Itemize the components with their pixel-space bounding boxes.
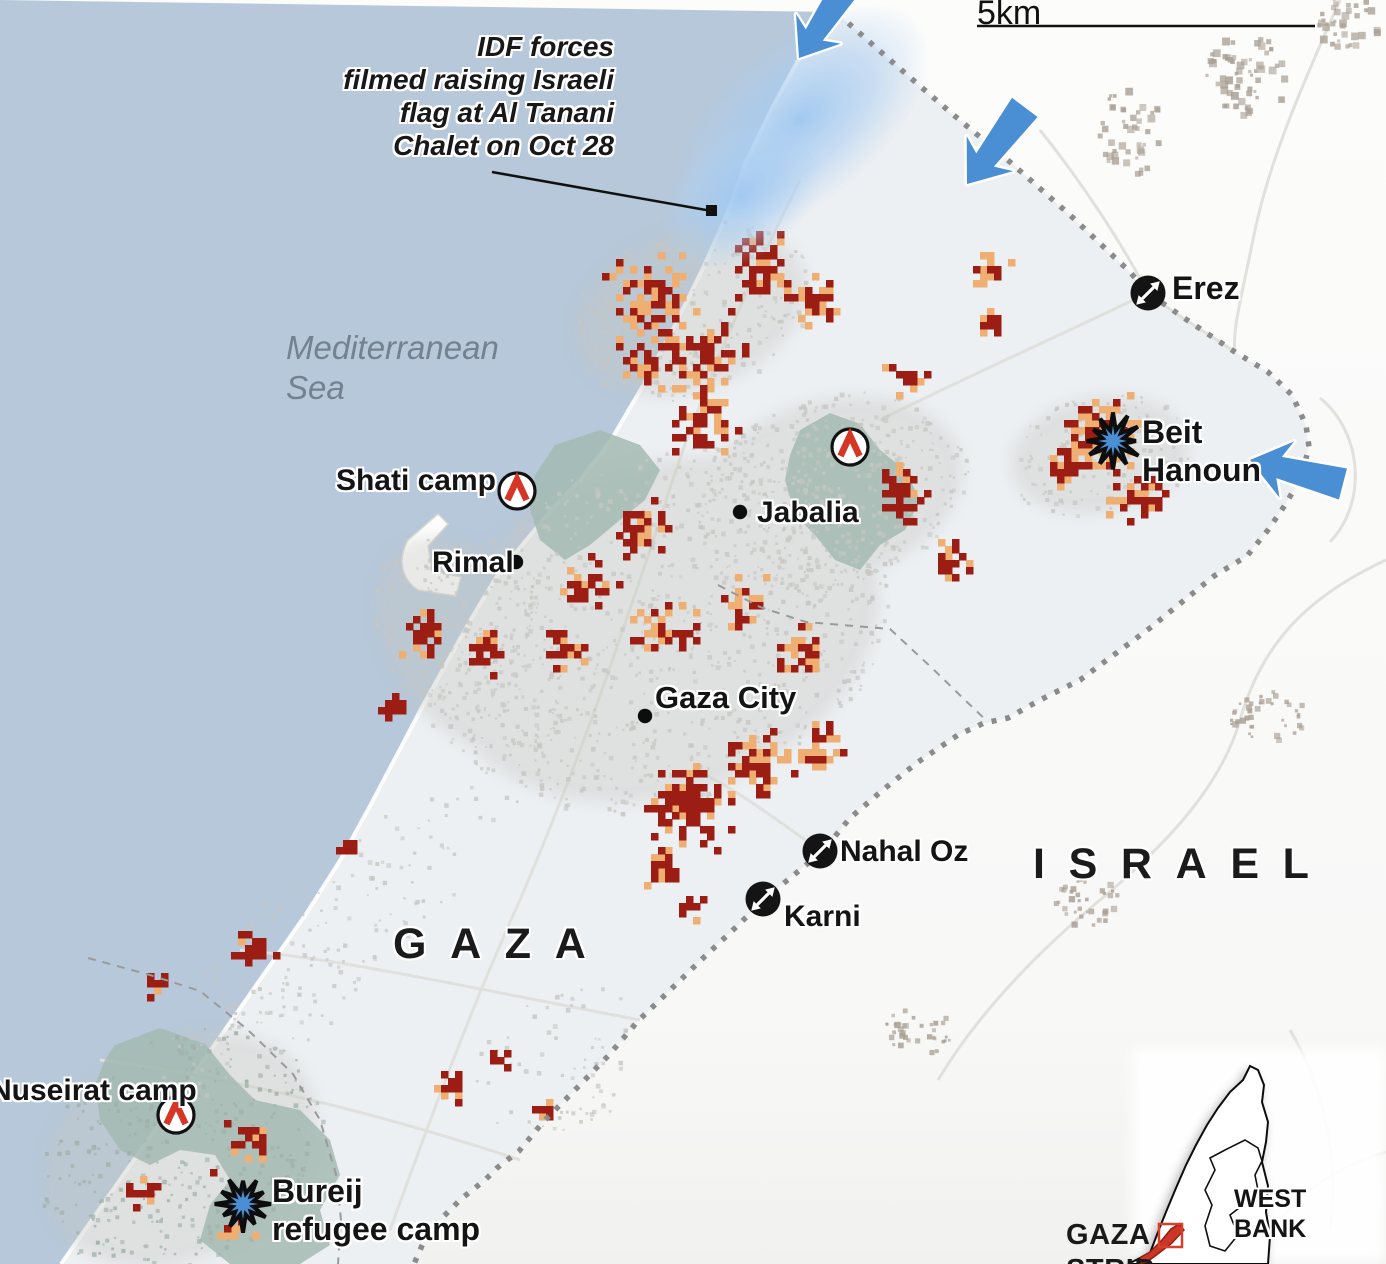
annotation-line: IDF forces <box>477 31 614 62</box>
annotation-line: filmed raising Israeli <box>343 64 614 95</box>
scalebar-label: 5km <box>977 0 1042 32</box>
gaza-city-dot <box>637 708 653 724</box>
battle-starbursts <box>214 412 1140 1234</box>
label-karni: Karni <box>784 900 861 933</box>
label-bureij-camp: Bureij refugee camp <box>272 1173 481 1247</box>
label-region-gaza: GAZA <box>393 920 610 968</box>
inset-west-bank-outline <box>1204 1139 1263 1252</box>
internal-boundaries <box>87 584 989 1264</box>
refugee-camp-areas <box>95 413 920 1264</box>
annotation-idf-flag: IDF forces filmed raising Israeli flag a… <box>343 30 614 162</box>
label-nuseirat-camp: Nuseirat camp <box>0 1074 197 1107</box>
al-tanani-chalet-marker <box>706 205 717 216</box>
bureij-starburst <box>214 1178 272 1234</box>
label-rimal: Rimal <box>432 546 514 579</box>
jabalia-dot <box>732 504 748 520</box>
idf-advance-zone <box>659 2 930 273</box>
label-region-israel: ISRAEL <box>1033 840 1333 888</box>
inset-israel-outline <box>1127 1064 1272 1264</box>
label-gaza-city: Gaza City <box>655 680 797 715</box>
annotation-line: flag at Al Tanani <box>399 97 614 128</box>
label-jabalia: Jabalia <box>757 496 859 529</box>
beit-hanoun-starburst <box>1086 412 1140 470</box>
nahal-oz-crossing-icon <box>801 832 839 870</box>
annotation-leader <box>491 170 717 216</box>
inset-focus-rect <box>1157 1222 1184 1249</box>
label-erez: Erez <box>1172 270 1240 306</box>
markers <box>158 274 1167 1234</box>
inset-gaza-strip-shape <box>1137 1223 1185 1264</box>
erez-crossing-icon <box>1129 274 1167 312</box>
annotation-line: Chalet on Oct 28 <box>393 130 614 161</box>
label-nahal-oz: Nahal Oz <box>840 835 969 868</box>
label-beit-hanoun: Beit Hanoun <box>1142 414 1262 488</box>
inset-label-west-bank: WEST BANK <box>1234 1185 1307 1243</box>
inset-label-gaza-strip: GAZA STRIP <box>1066 1219 1154 1264</box>
label-shati-camp: Shati camp <box>335 464 496 497</box>
sea-label: Mediterranean Sea <box>286 329 499 406</box>
shati-camp-icon <box>499 473 535 509</box>
karni-crossing-icon <box>744 880 782 918</box>
gaza-israel-border <box>411 11 1312 1264</box>
inset-map <box>1127 1048 1386 1264</box>
jabalia-camp-icon <box>832 429 868 465</box>
